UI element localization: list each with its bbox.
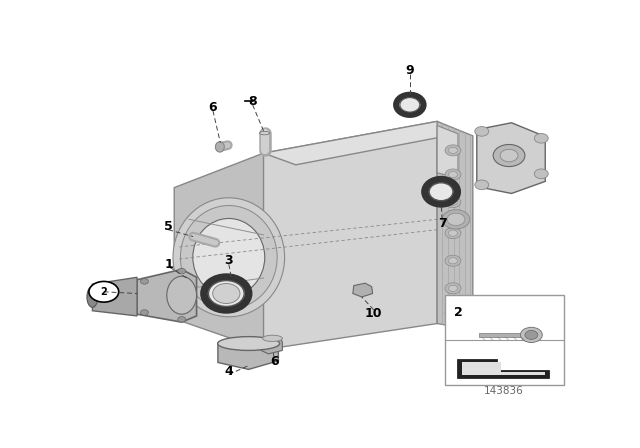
Text: 5: 5 [164,220,173,233]
Polygon shape [437,121,473,330]
Bar [445,295,564,385]
Polygon shape [261,336,282,354]
Circle shape [445,283,461,294]
Circle shape [534,134,548,143]
Circle shape [449,285,458,292]
Polygon shape [457,359,548,378]
Polygon shape [92,277,137,316]
Text: 4: 4 [225,365,233,378]
Ellipse shape [216,142,225,152]
Circle shape [449,310,458,315]
Circle shape [445,197,461,207]
Circle shape [141,310,148,315]
Polygon shape [462,362,545,375]
Ellipse shape [209,280,244,306]
Ellipse shape [429,183,453,201]
Polygon shape [479,333,524,337]
Circle shape [525,331,538,340]
Circle shape [445,228,461,239]
Text: 143836: 143836 [484,386,524,396]
Circle shape [141,279,148,284]
Circle shape [449,172,458,177]
Circle shape [445,145,461,156]
Circle shape [475,126,489,136]
Circle shape [445,169,461,180]
Text: 6: 6 [209,101,217,114]
Circle shape [442,210,470,229]
Text: 6: 6 [270,355,279,368]
Ellipse shape [173,198,285,317]
Circle shape [534,169,548,179]
Ellipse shape [167,276,196,314]
Polygon shape [264,121,458,165]
Ellipse shape [212,284,240,303]
Text: 9: 9 [406,64,414,77]
Text: 1: 1 [165,258,173,271]
Ellipse shape [218,336,280,350]
Polygon shape [137,269,196,322]
Circle shape [449,199,458,205]
Circle shape [178,268,186,274]
Circle shape [178,317,186,322]
Circle shape [89,281,118,302]
Circle shape [449,147,458,154]
Polygon shape [218,337,278,370]
Circle shape [445,307,461,318]
Polygon shape [174,153,296,350]
Text: 10: 10 [365,307,382,320]
Text: 2: 2 [454,306,463,319]
Ellipse shape [262,335,282,341]
Circle shape [449,258,458,264]
Ellipse shape [87,287,98,307]
Text: 3: 3 [225,254,233,267]
Circle shape [449,230,458,236]
Circle shape [475,180,489,190]
Text: 7: 7 [438,217,447,230]
Polygon shape [437,125,458,178]
Ellipse shape [260,131,269,135]
Ellipse shape [180,206,277,309]
Ellipse shape [193,219,265,296]
Circle shape [520,327,542,342]
Circle shape [447,213,465,225]
Text: 2: 2 [100,287,107,297]
Polygon shape [353,283,372,297]
Polygon shape [477,123,545,194]
Circle shape [445,255,461,266]
Text: 8: 8 [248,95,257,108]
Circle shape [493,145,525,167]
Circle shape [500,149,518,162]
Polygon shape [264,121,437,350]
Ellipse shape [400,98,420,112]
